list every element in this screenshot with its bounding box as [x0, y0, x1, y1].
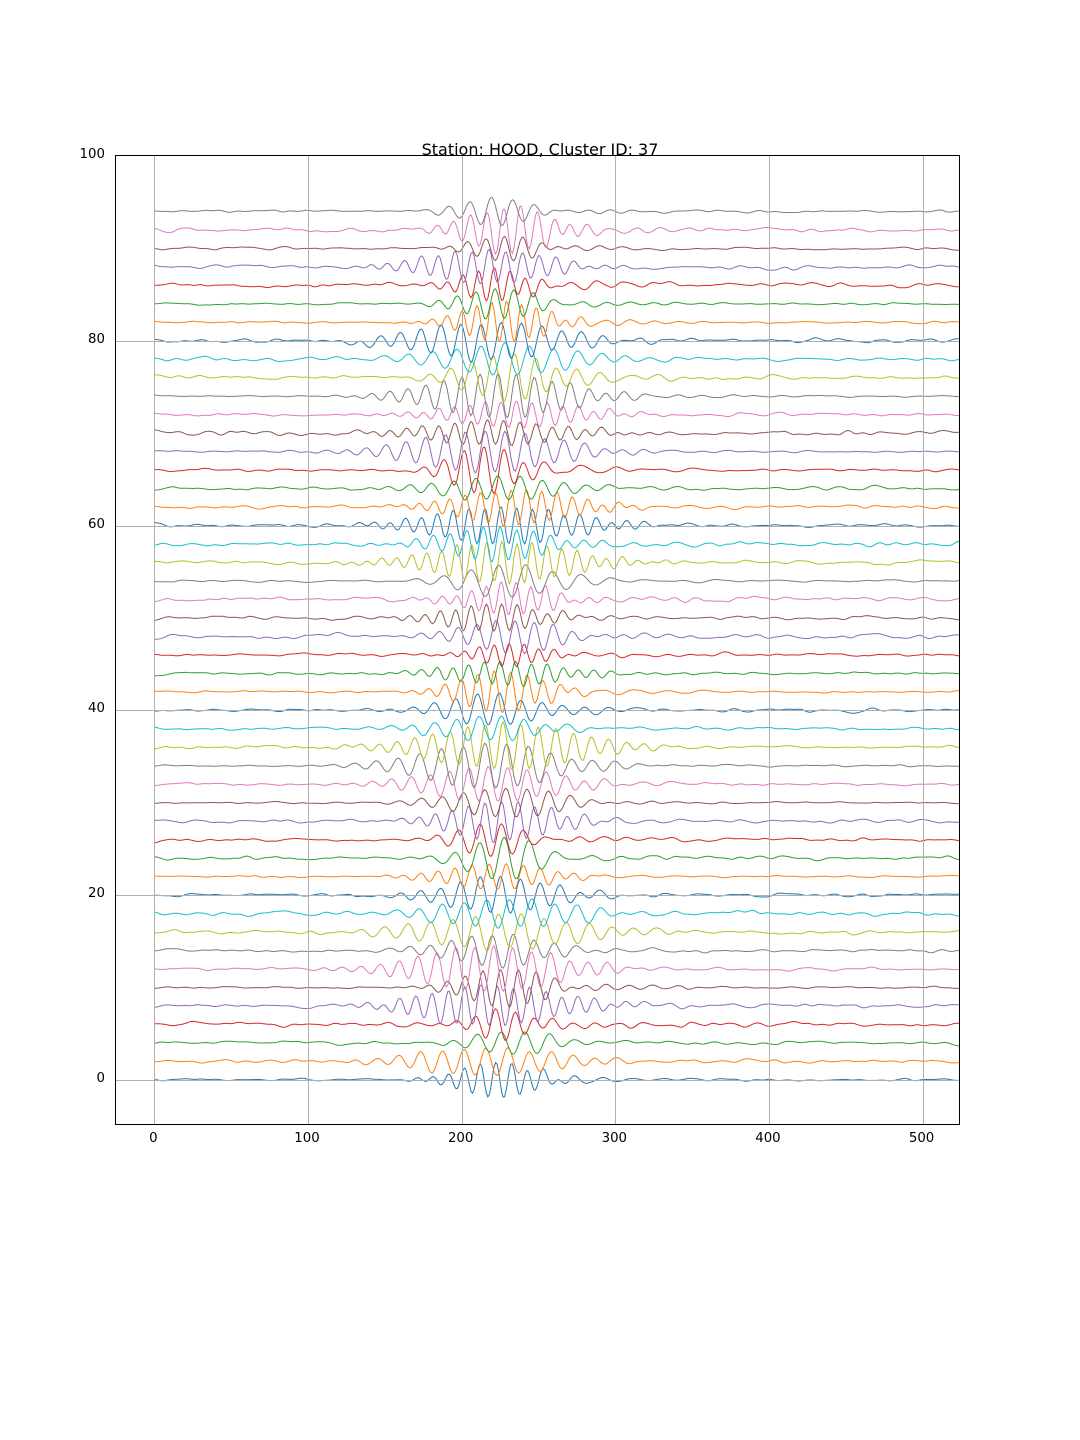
waveform-trace	[154, 490, 959, 527]
waveform-trace	[154, 476, 959, 500]
y-tick-label: 80	[65, 332, 105, 347]
waveform-trace	[154, 985, 959, 1025]
gridline-horizontal	[116, 526, 959, 527]
x-tick-label: 200	[448, 1131, 473, 1146]
y-tick-label: 100	[65, 147, 105, 162]
waveform-trace	[154, 1009, 959, 1041]
waveform-trace	[154, 401, 959, 428]
waveform-trace	[154, 693, 959, 724]
waveform-trace	[154, 527, 959, 562]
waveform-trace	[154, 323, 959, 363]
waveform-trace	[154, 431, 959, 473]
x-tick-label: 400	[755, 1131, 780, 1146]
gridline-horizontal	[116, 1080, 959, 1081]
waveform-trace	[154, 946, 959, 992]
x-tick-label: 0	[149, 1131, 157, 1146]
waveform-trace	[154, 788, 959, 817]
y-tick-label: 0	[65, 1071, 105, 1086]
waveform-trace	[154, 343, 959, 375]
waveform-traces	[116, 156, 960, 1125]
gridline-vertical	[769, 156, 770, 1124]
waveform-trace	[154, 1048, 959, 1076]
gridline-horizontal	[116, 341, 959, 342]
waveform-trace	[154, 197, 959, 225]
gridline-vertical	[923, 156, 924, 1124]
gridline-horizontal	[116, 895, 959, 896]
waveform-trace	[154, 249, 959, 283]
x-tick-label: 300	[602, 1131, 627, 1146]
waveform-trace	[154, 802, 959, 843]
waveform-trace	[154, 289, 959, 319]
gridline-horizontal	[116, 710, 959, 711]
waveform-trace	[154, 268, 959, 301]
gridline-vertical	[615, 156, 616, 1124]
waveform-trace	[154, 1032, 959, 1054]
waveform-trace	[154, 864, 959, 889]
waveform-trace	[154, 934, 959, 968]
waveform-trace	[154, 899, 959, 928]
y-tick-label: 40	[65, 701, 105, 716]
y-tick-label: 60	[65, 517, 105, 532]
x-tick-label: 100	[294, 1131, 319, 1146]
waveform-trace	[154, 302, 959, 342]
waveform-trace	[154, 604, 959, 631]
gridline-vertical	[462, 156, 463, 1124]
waveform-trace	[154, 621, 959, 654]
waveform-trace	[154, 767, 959, 801]
waveform-trace	[154, 716, 959, 741]
gridline-vertical	[154, 156, 155, 1124]
plot-area	[115, 155, 960, 1125]
waveform-trace	[154, 743, 959, 788]
gridline-vertical	[308, 156, 309, 1124]
y-tick-label: 20	[65, 886, 105, 901]
waveform-trace	[154, 644, 959, 667]
figure: Station: HOOD, Cluster ID: 37 0100200300…	[0, 0, 1080, 1440]
waveform-trace	[154, 374, 959, 418]
waveform-trace	[154, 582, 959, 615]
waveform-trace	[154, 661, 959, 686]
waveform-trace	[154, 671, 959, 712]
x-tick-label: 500	[909, 1131, 934, 1146]
